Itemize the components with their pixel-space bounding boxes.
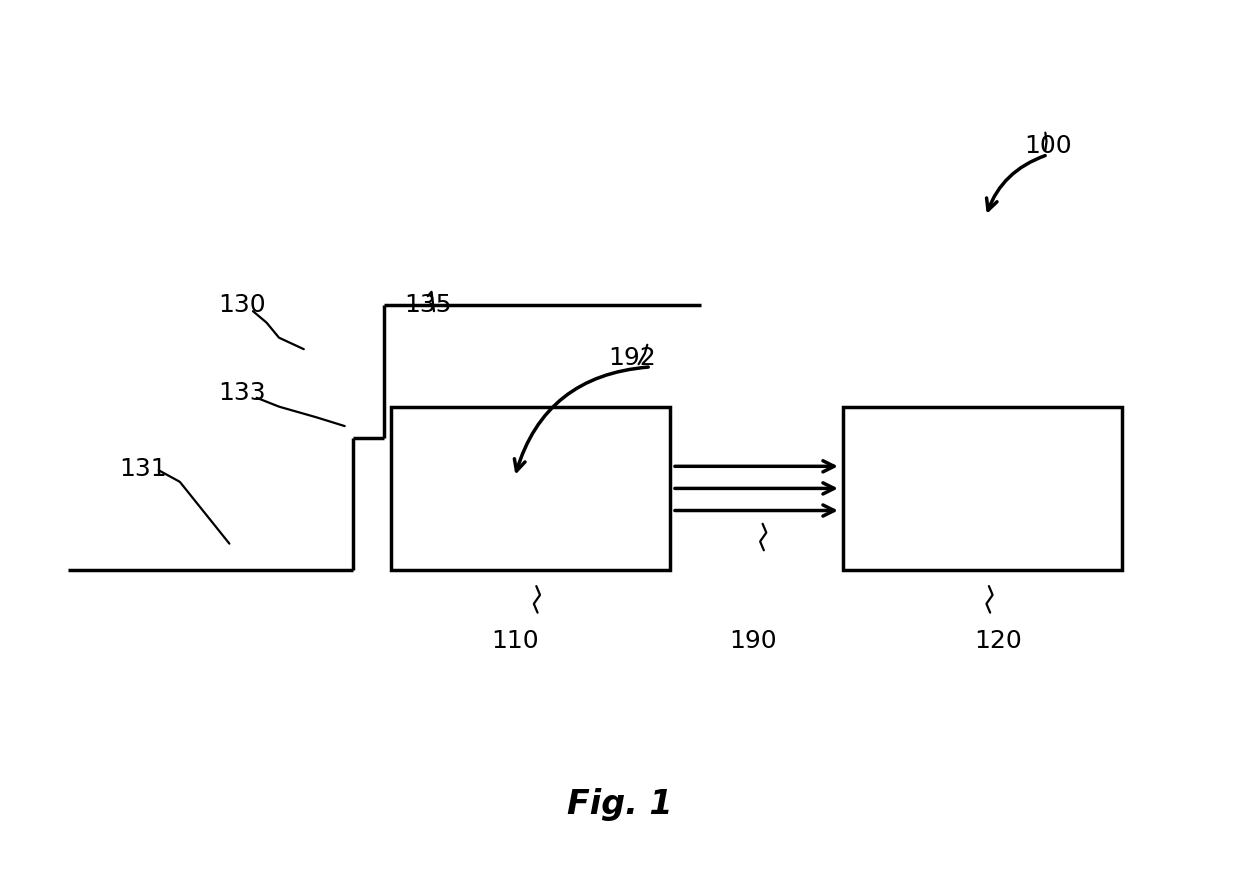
Text: 190: 190 xyxy=(729,629,776,653)
Text: 131: 131 xyxy=(119,456,166,481)
Bar xyxy=(843,407,1122,570)
Text: 135: 135 xyxy=(404,293,451,317)
Text: 130: 130 xyxy=(218,293,265,317)
Text: Fig. 1: Fig. 1 xyxy=(567,788,673,821)
Text: 110: 110 xyxy=(491,629,538,653)
Text: 120: 120 xyxy=(975,629,1022,653)
Text: 100: 100 xyxy=(1024,133,1071,158)
Text: 192: 192 xyxy=(609,346,656,370)
Text: 133: 133 xyxy=(218,381,265,406)
Bar xyxy=(391,407,670,570)
